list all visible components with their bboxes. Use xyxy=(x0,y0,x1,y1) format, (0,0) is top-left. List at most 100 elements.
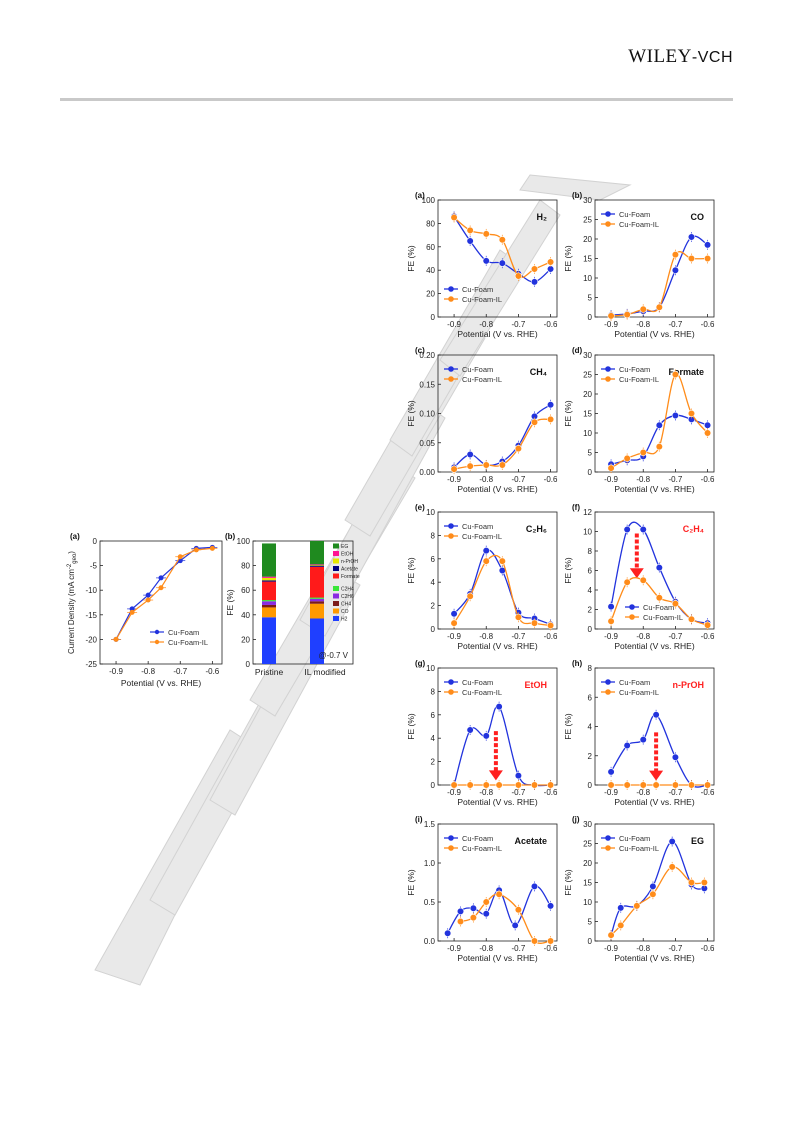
legend-marker xyxy=(448,296,454,302)
bar-segment xyxy=(262,601,276,605)
x-tick-label: -0.7 xyxy=(669,320,683,329)
data-point xyxy=(639,448,647,457)
legend-swatch xyxy=(333,616,339,621)
data-point xyxy=(671,266,680,274)
panel-label: (i) xyxy=(415,815,423,824)
data-point xyxy=(671,600,680,608)
y-tick-label: -25 xyxy=(85,660,97,669)
y-tick-label: 30 xyxy=(583,196,592,205)
data-point xyxy=(668,837,676,846)
y-tick-label: 20 xyxy=(583,390,592,399)
y-tick-label: 1.0 xyxy=(424,859,436,868)
data-point xyxy=(671,781,680,789)
panel-h: 0 2 4 6 8 -0.9 -0.8 -0.7 -0.6 Potential (V vs. RH… xyxy=(563,659,715,807)
bar-segment xyxy=(310,566,324,598)
y-tick-label: 0 xyxy=(588,937,593,946)
y-tick-label: 2 xyxy=(588,752,593,761)
data-point xyxy=(607,768,615,776)
y-axis-label: FE (%) xyxy=(406,245,416,272)
legend-label: EG xyxy=(341,544,348,550)
data-point xyxy=(209,545,215,551)
data-point xyxy=(623,781,631,789)
data-point xyxy=(703,781,712,789)
y-tick-label: 20 xyxy=(583,235,592,244)
legend-marker xyxy=(605,366,611,372)
x-tick-label: -0.6 xyxy=(544,320,558,329)
panel-title: EG xyxy=(691,836,704,846)
data-point xyxy=(546,258,555,266)
y-tick-label: 10 xyxy=(426,664,435,673)
data-point xyxy=(655,303,663,311)
series-line-cu-foam xyxy=(610,714,708,788)
panel-b: 0 5 10 15 20 25 30 -0.9 -0.8 -0.7 -0.6 Potential (V… xyxy=(563,191,715,339)
logo-suffix: -VCH xyxy=(691,49,733,66)
y-tick-label: 8 xyxy=(588,547,593,556)
data-point xyxy=(546,415,555,423)
legend-swatch xyxy=(333,593,339,599)
y-tick-label: 10 xyxy=(583,528,592,537)
series-line xyxy=(115,546,213,640)
legend-label: C2H4 xyxy=(341,587,354,593)
x-tick-label: -0.6 xyxy=(205,667,219,676)
y-axis-label: Current Density (mA cm-2geo) xyxy=(67,551,78,654)
panel-f: 0 2 4 6 8 10 12 -0.9 -0.8 -0.7 -0.6 Potential (V vs… xyxy=(563,503,715,651)
x-tick-label: -0.9 xyxy=(447,632,461,641)
data-point xyxy=(639,525,647,534)
y-tick-label: 6 xyxy=(588,693,593,702)
legend-label: Cu-Foam-IL xyxy=(462,844,502,853)
panel-title: C₂H₆ xyxy=(526,524,547,534)
legend-marker xyxy=(448,689,454,695)
data-point xyxy=(530,278,539,286)
data-point xyxy=(456,917,465,926)
data-point xyxy=(687,254,696,263)
panel-label: (h) xyxy=(572,659,583,668)
y-tick-label: 10 xyxy=(583,429,592,438)
data-point xyxy=(177,554,183,560)
legend-label: Cu-Foam xyxy=(462,285,493,294)
x-tick-label: -0.7 xyxy=(669,475,683,484)
legend-label: Cu-Foam xyxy=(462,365,493,374)
legend-swatch xyxy=(333,566,339,571)
data-point xyxy=(623,454,631,462)
y-axis-label: FE (%) xyxy=(225,589,235,616)
legend-marker xyxy=(448,835,454,841)
bar-segment xyxy=(310,618,324,664)
x-tick-label: -0.9 xyxy=(447,475,461,484)
legend-label: Cu-Foam xyxy=(619,365,650,374)
data-point xyxy=(700,878,708,887)
data-point xyxy=(158,575,164,581)
y-tick-label: 1.5 xyxy=(424,820,436,829)
y-tick-label: 0 xyxy=(431,625,436,634)
data-point xyxy=(482,461,490,469)
y-tick-label: 60 xyxy=(426,243,435,252)
panel-label: (j) xyxy=(572,815,580,824)
data-point xyxy=(530,619,539,627)
decrease-arrow-head xyxy=(629,568,644,579)
x-tick-label: -0.7 xyxy=(512,788,526,797)
y-tick-label: 4 xyxy=(431,578,436,587)
y-axis-label: FE (%) xyxy=(563,713,573,740)
y-tick-label: 2 xyxy=(588,606,593,615)
legend-label: CO xyxy=(341,609,349,615)
data-point xyxy=(113,636,119,642)
legend-marker xyxy=(605,835,611,841)
series-line-cu-foam xyxy=(453,705,551,787)
data-point xyxy=(158,585,164,591)
data-point xyxy=(607,781,615,789)
data-point xyxy=(546,781,555,789)
data-point xyxy=(703,421,712,429)
x-axis-label: Potential (V vs. RHE) xyxy=(614,953,694,963)
data-point xyxy=(482,230,490,238)
bar-segment xyxy=(310,603,324,619)
data-point xyxy=(607,602,615,611)
bar-segment xyxy=(262,604,276,608)
legend-label: C2H6 xyxy=(341,594,354,600)
legend-marker xyxy=(448,286,454,292)
x-tick-label: -0.9 xyxy=(604,320,618,329)
y-tick-label: 15 xyxy=(583,410,592,419)
y-tick-label: -10 xyxy=(85,586,97,595)
data-point xyxy=(655,443,663,451)
y-tick-label: 0.20 xyxy=(419,351,435,360)
panel-e: 0 2 4 6 8 10 -0.9 -0.8 -0.7 -0.6 Potential (V vs. … xyxy=(406,503,558,651)
legend-label: Cu-Foam-IL xyxy=(619,220,659,229)
